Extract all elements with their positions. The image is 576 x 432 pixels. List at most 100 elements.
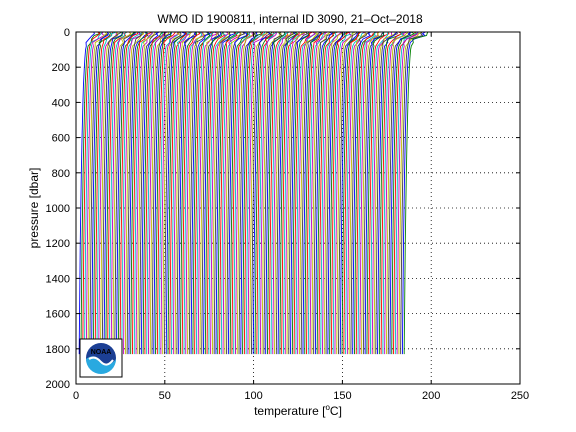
profile-line — [300, 31, 321, 355]
profile-line — [176, 31, 197, 355]
plot-area — [75, 31, 521, 385]
profile-line — [313, 31, 334, 355]
profile-line — [341, 31, 361, 355]
profile-line — [130, 31, 149, 355]
profile-line — [140, 31, 160, 355]
profile-line — [322, 31, 342, 355]
profile-line — [391, 31, 416, 355]
x-tick-label: 50 — [159, 390, 171, 402]
profile-line — [307, 31, 325, 355]
profile-line — [195, 31, 215, 355]
profile-line — [281, 31, 300, 355]
profile-line — [144, 31, 165, 355]
profile-line — [364, 31, 386, 355]
x-tick-label: 0 — [73, 390, 79, 402]
x-axis-label-prefix: temperature [ — [254, 404, 326, 418]
profile-line — [378, 31, 403, 355]
profile-line — [350, 31, 370, 355]
grid-lines — [76, 32, 520, 384]
profile-line — [352, 31, 371, 355]
x-tick-labels: 0 50 100 150 200 250 — [73, 390, 529, 402]
profile-line — [252, 31, 272, 355]
profile-line — [179, 31, 198, 355]
profile-line — [172, 31, 192, 355]
profile-line — [121, 31, 143, 355]
logo-wave — [86, 356, 116, 374]
profile-line — [91, 31, 110, 355]
profile-line — [243, 31, 264, 355]
y-tick-label: 600 — [52, 133, 70, 145]
profile-line — [270, 31, 290, 355]
profile-line — [323, 31, 344, 355]
y-tick-label: 1800 — [46, 344, 70, 356]
profile-line — [220, 31, 240, 355]
profile-line — [153, 31, 172, 355]
profile-line — [155, 31, 172, 355]
profile-line — [334, 31, 352, 355]
profile-line — [96, 31, 117, 355]
profile-line — [394, 31, 420, 355]
profile-line — [382, 31, 405, 355]
profile-line — [256, 31, 275, 355]
profile-line — [107, 31, 128, 355]
profile-line — [167, 31, 188, 355]
profile-line — [330, 31, 351, 355]
profile-line — [396, 31, 419, 355]
profile-line — [304, 31, 323, 355]
profile-line — [236, 31, 258, 355]
logo-text: NOAA — [91, 349, 112, 356]
y-tick-label: 1000 — [46, 203, 70, 215]
y-tick-label: 1600 — [46, 309, 70, 321]
profile-line — [163, 31, 182, 355]
x-axis-label-degree: o — [325, 403, 330, 412]
profile-line — [203, 31, 222, 355]
profile-line — [247, 31, 268, 355]
noaa-logo: NOAA — [79, 338, 123, 378]
profile-line — [361, 31, 380, 355]
profile-line — [284, 31, 306, 355]
x-tick-label: 150 — [333, 390, 351, 402]
profile-line — [183, 31, 203, 355]
y-axis-label: pressure [dbar] — [27, 168, 41, 249]
logo-wave-line — [88, 356, 114, 366]
profile-line — [142, 31, 164, 355]
profile-line — [242, 31, 263, 355]
profile-line — [178, 31, 198, 355]
profile-line — [309, 31, 328, 355]
profile-line — [187, 31, 206, 355]
profile-line — [206, 31, 225, 355]
profile-line — [103, 31, 124, 355]
x-axis-label-suffix: C] — [330, 404, 342, 418]
profile-line — [332, 31, 353, 355]
profile-line — [306, 31, 327, 355]
profile-line — [389, 31, 412, 355]
profile-line — [148, 31, 168, 355]
profile-line — [403, 31, 429, 355]
profile-line — [213, 31, 232, 355]
profile-line — [114, 31, 135, 355]
profile-line — [290, 31, 311, 355]
profile-line — [222, 31, 241, 355]
profile-line — [192, 31, 211, 355]
profile-line — [158, 31, 179, 355]
y-tick-label: 800 — [52, 168, 70, 180]
profile-line — [137, 31, 156, 355]
chart-title: WMO ID 1900811, internal ID 3090, 21–Oct… — [157, 12, 423, 26]
profile-line — [286, 31, 307, 355]
x-tick-label: 250 — [511, 390, 529, 402]
profile-line — [119, 31, 139, 355]
profile-line — [377, 31, 398, 355]
profile-line — [188, 31, 210, 355]
profile-line — [227, 31, 248, 355]
profile-line — [105, 31, 124, 355]
profile-line — [261, 31, 282, 355]
y-tick-labels: 0 200 400 600 800 1000 1200 1400 1600 1800 2000 — [46, 27, 70, 391]
profile-line — [400, 31, 424, 355]
profile-line — [279, 31, 299, 355]
profile-line — [94, 31, 114, 355]
y-tick-label: 2000 — [46, 379, 70, 391]
profile-line — [327, 31, 346, 355]
profile-line — [368, 31, 390, 355]
profile-line — [258, 31, 279, 355]
